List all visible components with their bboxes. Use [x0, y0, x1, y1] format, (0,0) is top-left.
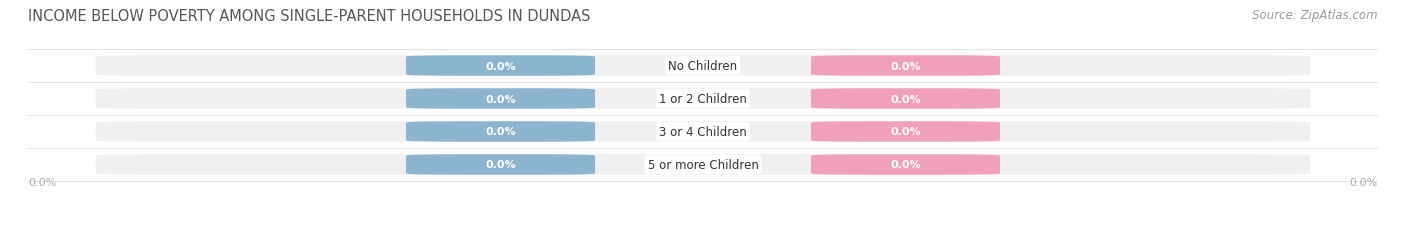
FancyBboxPatch shape [811, 56, 1000, 76]
Text: 3 or 4 Children: 3 or 4 Children [659, 125, 747, 138]
FancyBboxPatch shape [406, 89, 595, 109]
Text: 0.0%: 0.0% [485, 94, 516, 104]
FancyBboxPatch shape [406, 56, 595, 76]
Text: 0.0%: 0.0% [890, 61, 921, 71]
Text: 5 or more Children: 5 or more Children [648, 158, 758, 171]
Text: Source: ZipAtlas.com: Source: ZipAtlas.com [1253, 9, 1378, 22]
Text: INCOME BELOW POVERTY AMONG SINGLE-PARENT HOUSEHOLDS IN DUNDAS: INCOME BELOW POVERTY AMONG SINGLE-PARENT… [28, 9, 591, 24]
FancyBboxPatch shape [96, 89, 1310, 109]
FancyBboxPatch shape [811, 155, 1000, 175]
FancyBboxPatch shape [96, 56, 1310, 76]
FancyBboxPatch shape [811, 122, 1000, 142]
Text: 0.0%: 0.0% [28, 177, 56, 187]
Text: 1 or 2 Children: 1 or 2 Children [659, 93, 747, 106]
Text: 0.0%: 0.0% [890, 127, 921, 137]
FancyBboxPatch shape [406, 122, 595, 142]
Text: 0.0%: 0.0% [1350, 177, 1378, 187]
Text: 0.0%: 0.0% [890, 160, 921, 170]
FancyBboxPatch shape [811, 89, 1000, 109]
FancyBboxPatch shape [406, 155, 595, 175]
Text: No Children: No Children [668, 60, 738, 73]
Text: 0.0%: 0.0% [485, 127, 516, 137]
Text: 0.0%: 0.0% [485, 160, 516, 170]
FancyBboxPatch shape [96, 122, 1310, 142]
FancyBboxPatch shape [96, 155, 1310, 175]
Text: 0.0%: 0.0% [890, 94, 921, 104]
Text: 0.0%: 0.0% [485, 61, 516, 71]
